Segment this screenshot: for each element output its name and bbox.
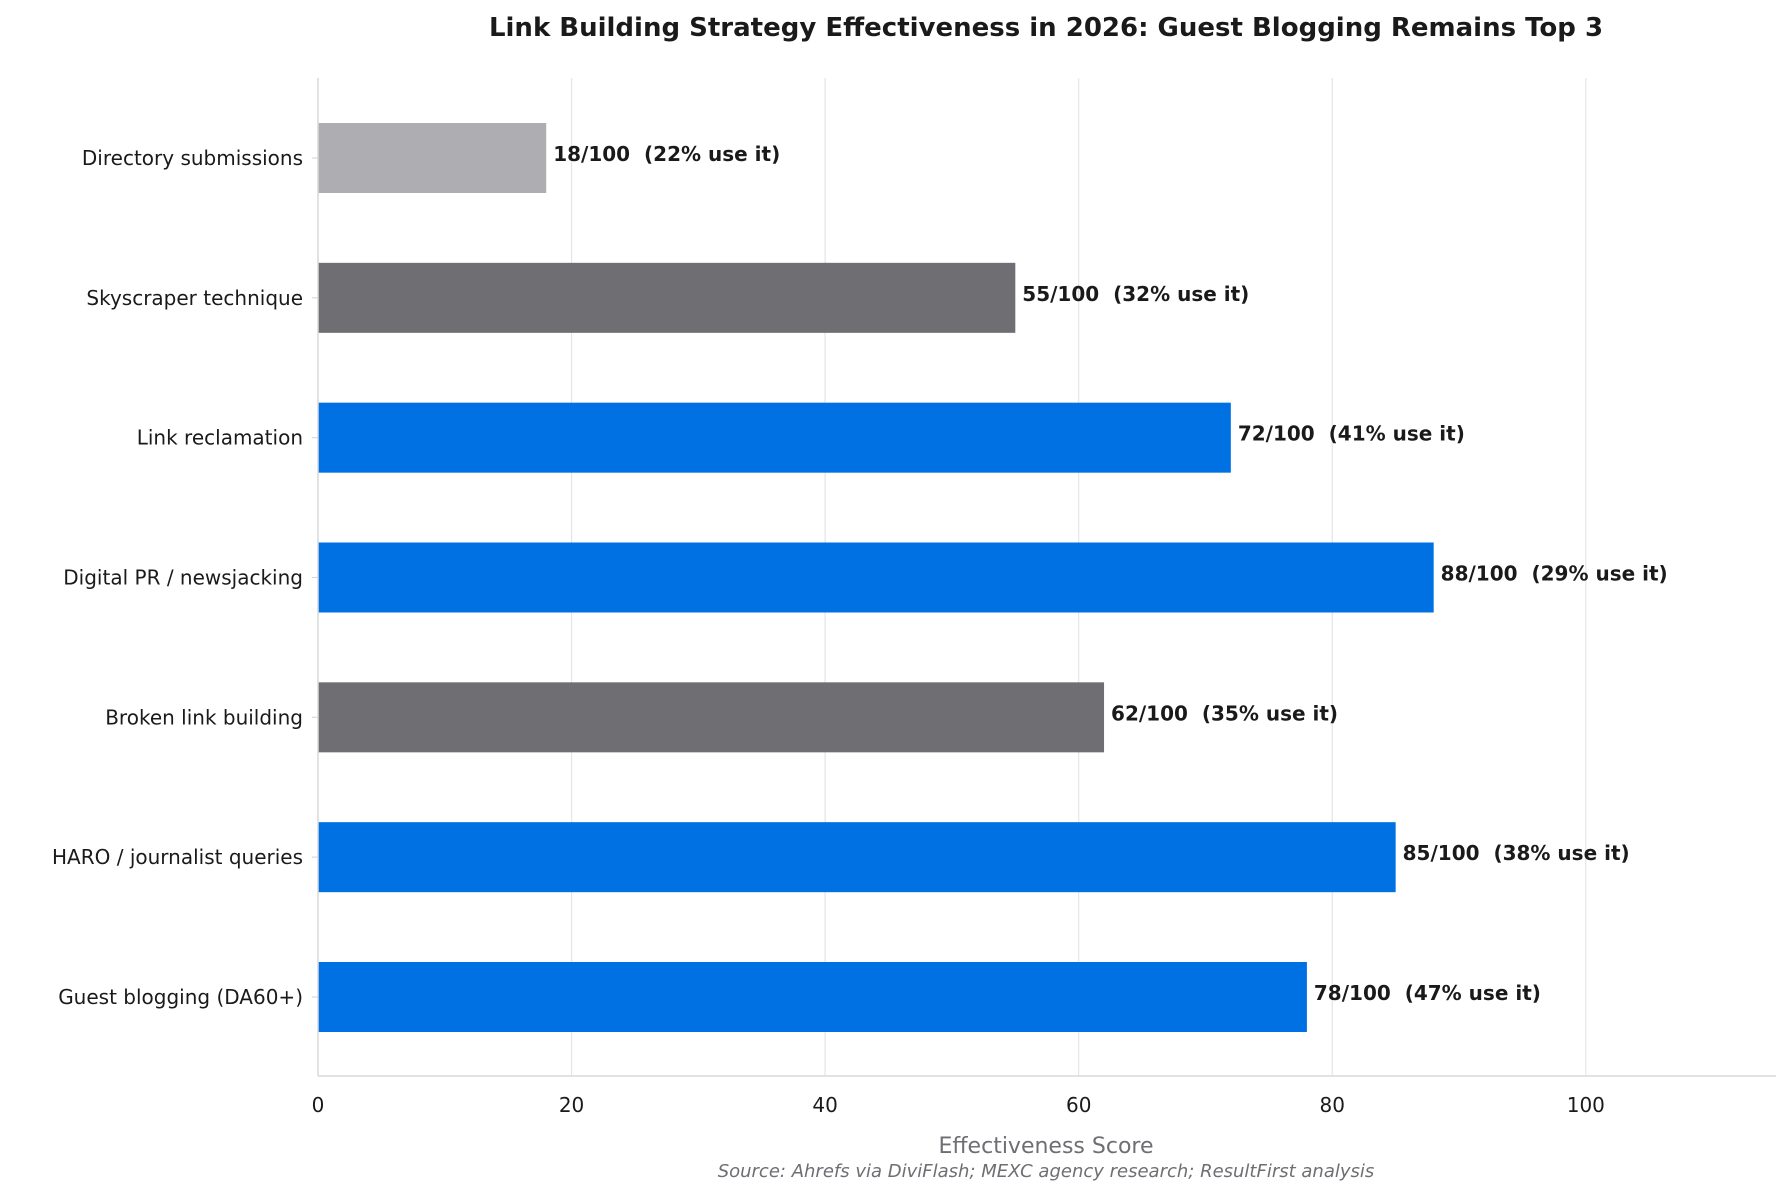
bar: [318, 822, 1396, 893]
x-tick-label: 20: [559, 1093, 584, 1117]
category-labels: Directory submissions Skyscraper techniqu…: [52, 146, 318, 1009]
bar: [318, 542, 1434, 613]
x-tick-label: 40: [812, 1093, 837, 1117]
x-tick-label: 60: [1066, 1093, 1091, 1117]
bar: [318, 962, 1307, 1032]
bar: [318, 682, 1105, 753]
bar-data-label: 72/100 (41% use it): [1238, 422, 1465, 446]
bar-data-label: 85/100 (38% use it): [1403, 841, 1630, 865]
category-label: Broken link building: [105, 705, 303, 729]
category-label: Directory submissions: [82, 146, 303, 170]
bar-data-label: 88/100 (29% use it): [1441, 562, 1668, 586]
x-tick-label: 0: [312, 1093, 325, 1117]
bar-data-label: 78/100 (47% use it): [1314, 981, 1541, 1005]
category-label: Digital PR / newsjacking: [63, 566, 303, 590]
bars: [318, 123, 1434, 1032]
x-axis-title: Effectiveness Score: [939, 1134, 1154, 1159]
bar-data-label: 62/100 (35% use it): [1111, 701, 1338, 725]
x-axis-ticks: 0 20 40 60 80 100: [312, 1093, 1605, 1117]
bar: [318, 262, 1016, 333]
category-label: Link reclamation: [137, 426, 303, 450]
category-label: Guest blogging (DA60+): [58, 985, 303, 1009]
source-note: Source: Ahrefs via DiviFlash; MEXC agenc…: [718, 1161, 1375, 1182]
chart-title: Link Building Strategy Effectiveness in …: [489, 13, 1603, 43]
bar: [318, 123, 547, 193]
category-label: HARO / journalist queries: [52, 845, 303, 869]
bar-data-label: 55/100 (32% use it): [1022, 282, 1249, 306]
bar-data-label: 18/100 (22% use it): [553, 142, 780, 166]
x-tick-label: 80: [1320, 1093, 1345, 1117]
category-label: Skyscraper technique: [86, 286, 303, 310]
bar: [318, 402, 1231, 473]
data-labels: 18/100 (22% use it) 55/100 (32% use it) 72…: [553, 142, 1667, 1005]
x-tick-label: 100: [1567, 1093, 1605, 1117]
